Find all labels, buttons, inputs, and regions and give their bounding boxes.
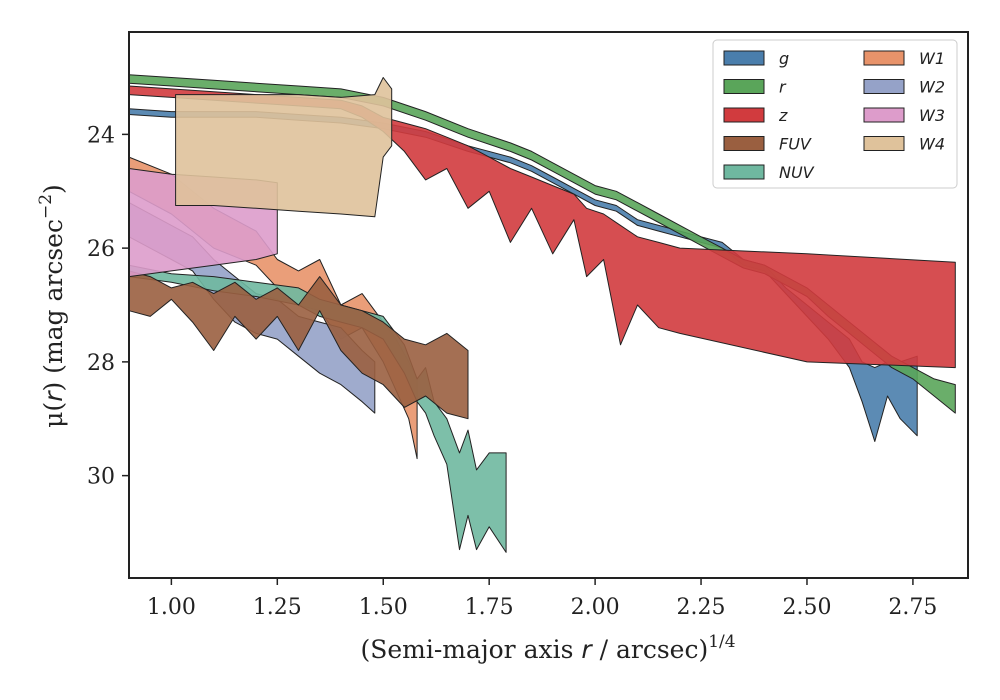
legend: grz FUV NUV W1 W2 W3 W4 <box>712 39 958 189</box>
x-tick-label: 2.75 <box>888 595 937 620</box>
axes-layer: 1.00 1.25 1.50 1.75 2.00 2.25 2.50 2.75 24 26 28 30 <box>87 31 969 620</box>
legend-label: g <box>779 49 789 68</box>
legend-swatch <box>723 164 765 180</box>
x-tick-label: 2.00 <box>571 595 620 620</box>
legend-swatch <box>863 79 905 94</box>
plot-frame <box>128 31 969 579</box>
legend-label: r <box>779 78 787 97</box>
legend-label: W4 <box>919 135 945 154</box>
x-tick-label: 1.00 <box>147 595 196 620</box>
legend-swatch <box>723 79 765 94</box>
y-tick-label: 28 <box>87 351 115 376</box>
legend-swatch <box>723 50 765 66</box>
band-r <box>128 74 956 414</box>
legend-swatch <box>863 50 905 66</box>
legend-label: z <box>778 106 788 125</box>
legend-label: W2 <box>919 78 945 97</box>
x-tick-label: 1.75 <box>465 595 514 620</box>
band-w4 <box>175 77 393 218</box>
x-tick-label: 2.50 <box>782 595 831 620</box>
legend-swatch <box>863 107 905 123</box>
legend-swatch <box>723 107 765 123</box>
y-tick-label: 30 <box>87 465 115 490</box>
x-tick-label: 2.25 <box>677 595 726 620</box>
legend-label: W1 <box>919 49 945 68</box>
y-tick-label: 24 <box>87 123 115 148</box>
legend-swatch <box>723 136 765 151</box>
y-tick-label: 26 <box>87 237 115 262</box>
band-fuv <box>128 270 469 420</box>
x-tick-label: 1.50 <box>359 595 408 620</box>
band-g <box>128 108 918 442</box>
x-axis-label: (Semi-major axis r / arcsec)1/4 <box>360 632 735 664</box>
series-layer <box>128 74 956 553</box>
legend-label: FUV <box>779 135 812 154</box>
y-axis-label: μ(r) (mag arcsec−2) <box>36 184 68 428</box>
legend-swatch <box>863 136 905 151</box>
legend-label: NUV <box>779 163 815 182</box>
x-tick-label: 1.25 <box>253 595 302 620</box>
legend-label: W3 <box>919 106 945 125</box>
